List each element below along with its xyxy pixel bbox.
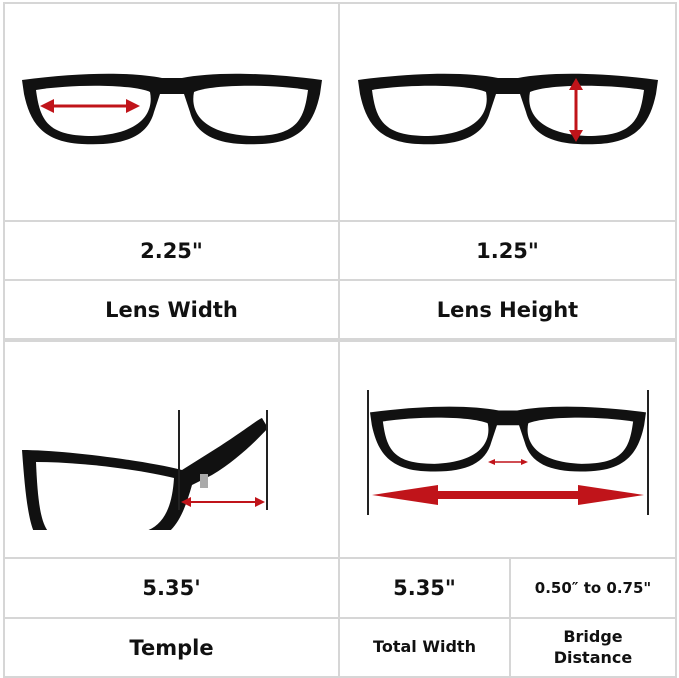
temple-image-cell bbox=[3, 340, 340, 559]
bridge-distance-label: Bridge Distance bbox=[509, 617, 677, 678]
lens-width-image-cell bbox=[3, 2, 340, 222]
temple-arrow-icon bbox=[180, 496, 265, 507]
lens-height-label: Lens Height bbox=[338, 279, 677, 340]
total-width-label: Total Width bbox=[338, 617, 511, 678]
height-arrow-icon bbox=[568, 78, 583, 142]
lens-height-value: 1.25" bbox=[338, 220, 677, 281]
lens-width-value: 2.25" bbox=[3, 220, 340, 281]
lens-height-diagram-icon bbox=[357, 73, 658, 145]
temple-label: Temple bbox=[3, 617, 340, 678]
lens-width-label: Lens Width bbox=[3, 279, 340, 340]
bridge-arrow-icon bbox=[487, 458, 528, 465]
temple-value: 5.35' bbox=[3, 557, 340, 619]
total-width-image-cell bbox=[338, 340, 677, 559]
lens-height-image-cell bbox=[338, 2, 677, 222]
bridge-label-line2: Distance bbox=[553, 647, 633, 667]
total-width-diagram-icon bbox=[366, 389, 649, 515]
bridge-label-line1: Bridge bbox=[563, 626, 623, 646]
lens-width-diagram-icon bbox=[21, 73, 322, 145]
total-width-arrow-icon bbox=[371, 484, 644, 505]
bridge-distance-value: 0.50″ to 0.75" bbox=[509, 557, 677, 619]
width-arrow-icon bbox=[39, 99, 140, 113]
total-width-value: 5.35" bbox=[338, 557, 511, 619]
temple-diagram-icon bbox=[21, 409, 268, 530]
